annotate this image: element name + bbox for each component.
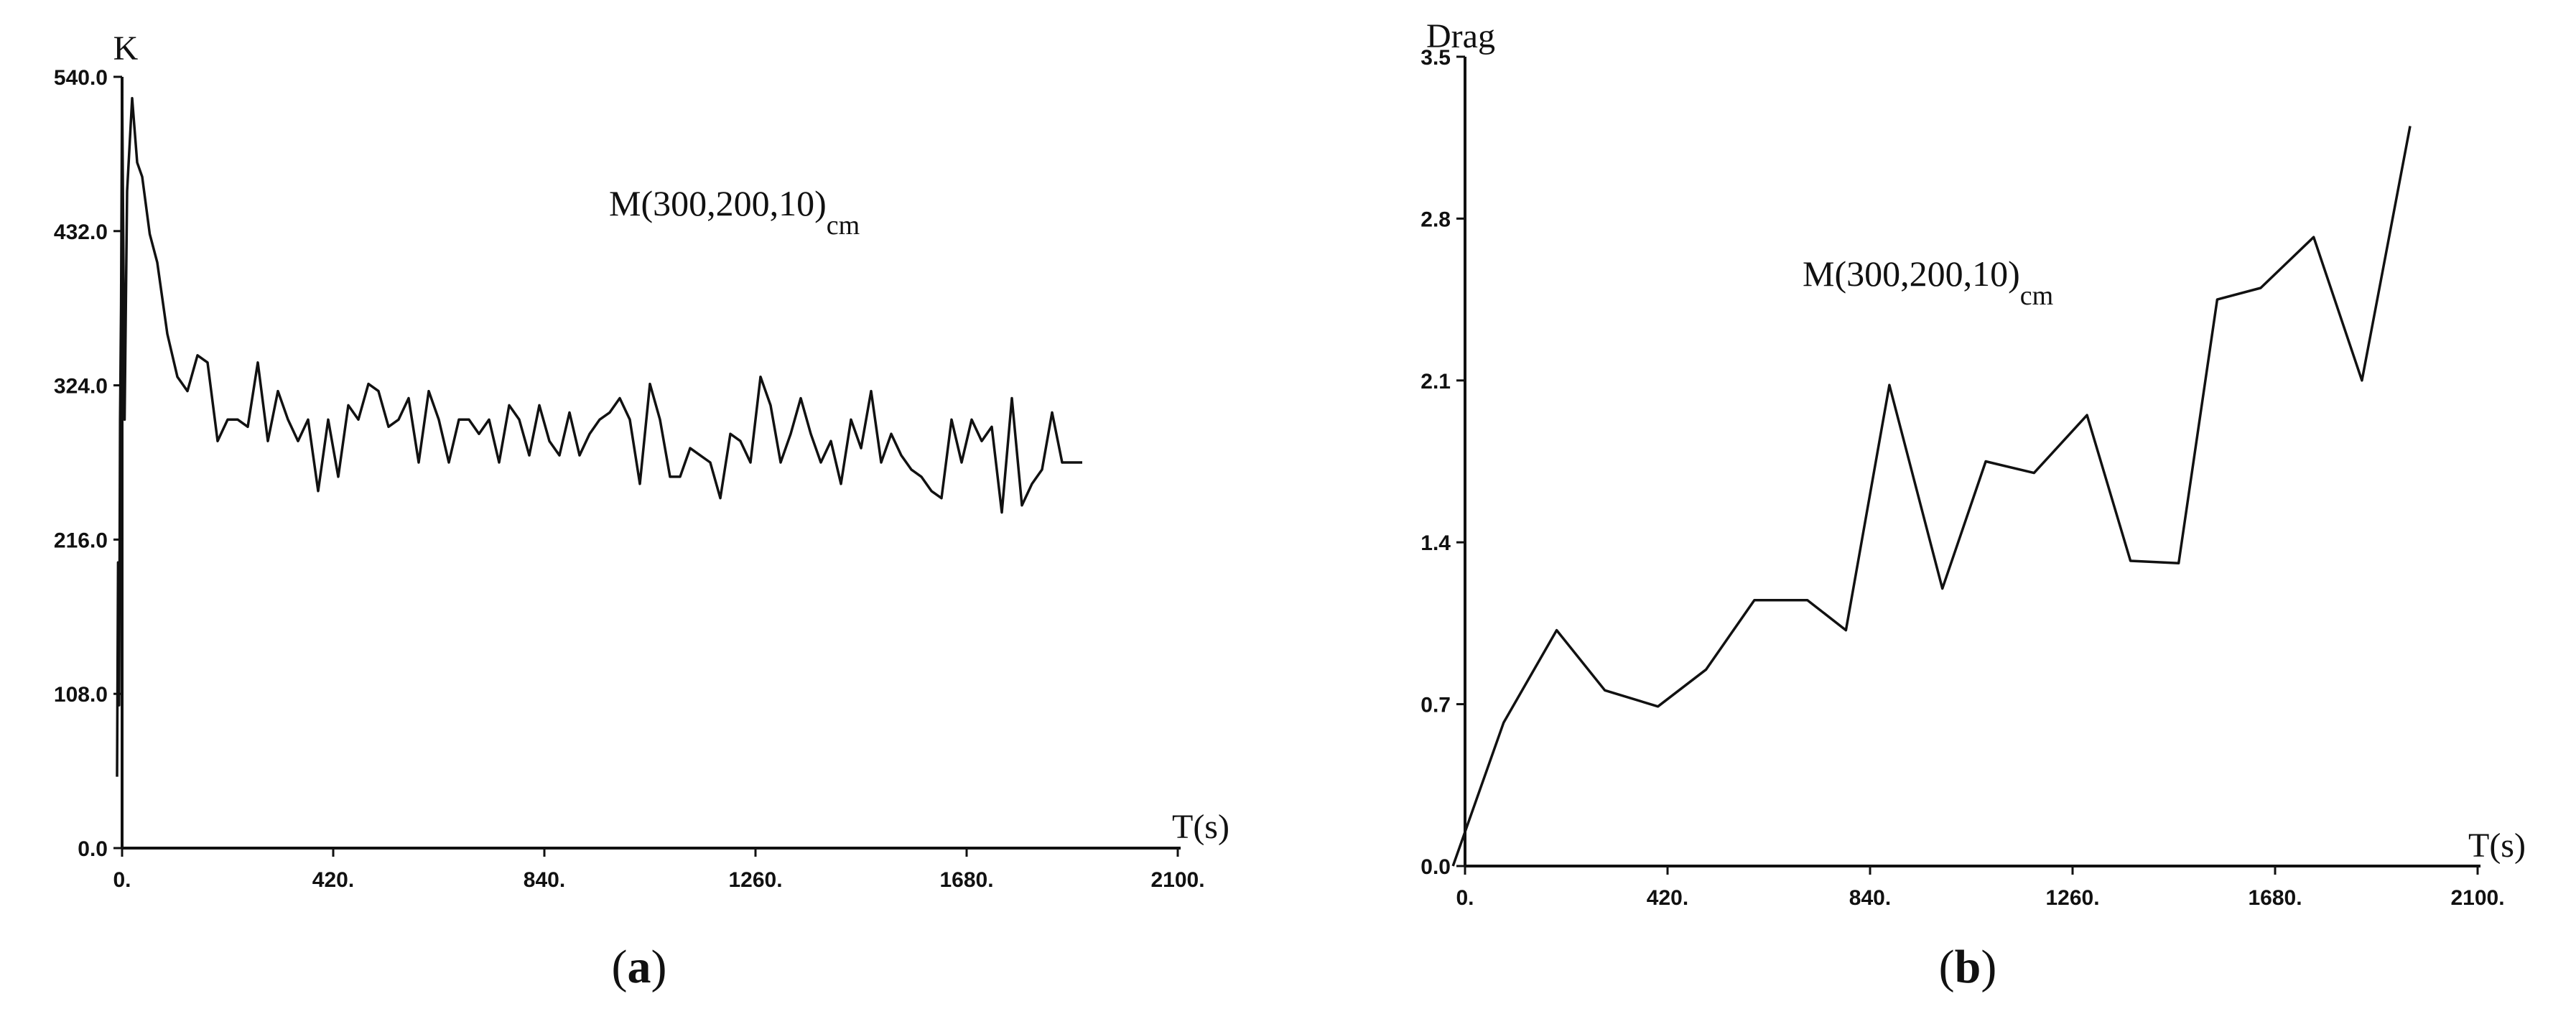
panel-label: (b) [1939,941,1997,993]
y-tick-label: 540.0 [54,66,108,90]
annotation-subscript: cm [2020,281,2053,311]
x-tick-label: 1680. [939,868,993,892]
y-tick-label: 1.4 [1420,531,1451,555]
panel-label-close: ) [1981,941,1996,993]
annotation: M(300,200,10)cm [609,183,860,241]
panel-label-open: ( [612,941,628,993]
x-axis-title: T(s) [2468,827,2526,865]
y-tick-label: 108.0 [54,683,108,707]
x-tick-label: 0. [1456,886,1474,910]
panel-a: 0.0 108.0 216.0 324.0 432.0 540.0 0. 420. 840. 12… [54,29,1229,993]
panel-label-letter: b [1955,941,1981,993]
y-tick-label: 0.0 [78,837,108,861]
annotation-subscript: cm [827,210,860,241]
x-axis-title: T(s) [1172,808,1229,846]
annotation-main: M(300,200,10) [609,183,827,223]
x-tick-label: 0. [113,868,131,892]
panel-label-close: ) [651,941,667,993]
series-line [1451,126,2412,867]
x-tick-label: 2100. [1150,868,1204,892]
panel-label: (a) [612,941,667,993]
x-tick-label: 1680. [2248,886,2302,910]
y-tick-label: 324.0 [54,375,108,399]
annotation-main: M(300,200,10) [1803,253,2020,294]
x-tick-label: 840. [1849,886,1891,910]
y-tick-label: 432.0 [54,220,108,244]
panel-label-letter: a [628,941,651,993]
y-tick-label: 3.5 [1420,46,1451,70]
y-tick-label: 2.1 [1420,370,1451,394]
x-tick-label: 2100. [2450,886,2504,910]
annotation: M(300,200,10)cm [1803,253,2053,311]
y-tick-label: 0.7 [1420,694,1451,717]
x-tick-label: 420. [312,868,354,892]
y-tick-label: 216.0 [54,529,108,552]
x-tick-label: 1260. [2045,886,2099,910]
x-tick-label: 420. [1647,886,1688,910]
x-tick-label: 840. [524,868,565,892]
panel-b: 0.0 0.7 1.4 2.1 2.8 3.5 0. 420. 840. 1260. 1680. 21… [1420,17,2526,993]
series-line [116,83,1082,777]
panel-label-open: ( [1939,941,1955,993]
y-tick-label: 0.0 [1420,855,1451,879]
y-tick-label: 2.8 [1420,208,1451,231]
y-axis-title: Drag [1426,17,1495,55]
x-tick-label: 1260. [728,868,782,892]
y-axis-title: K [113,29,139,68]
